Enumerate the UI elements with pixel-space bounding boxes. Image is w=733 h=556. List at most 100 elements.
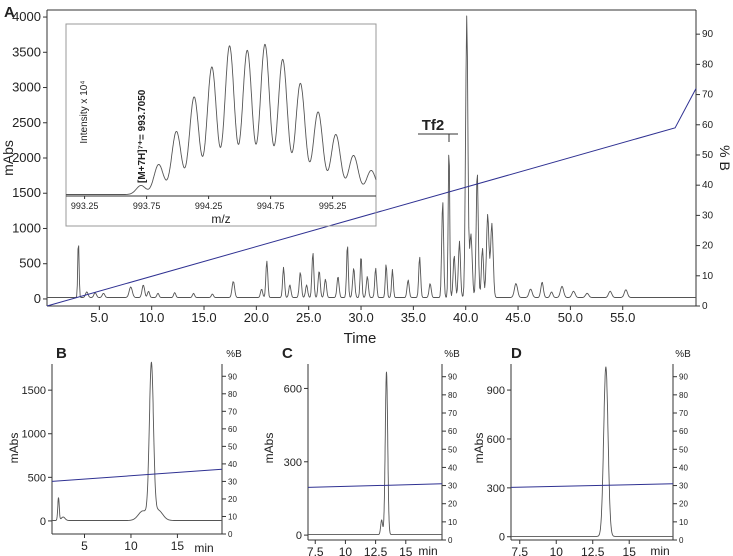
- tf2-annotation: Tf2: [418, 117, 458, 142]
- y-tick-label: 300: [487, 483, 505, 495]
- y-axis-ticks-b: 0 500 1000 1500: [22, 385, 52, 528]
- x-tick-label: 7.5: [307, 545, 324, 556]
- y2-tick-label: 80: [228, 390, 237, 399]
- y2-tick-label: 0: [702, 301, 708, 312]
- y2-tick-label: 0: [228, 530, 233, 539]
- y2-tick-label: 10: [679, 518, 688, 527]
- panel-label-d: D: [511, 345, 522, 362]
- axis-frame-c: [307, 364, 443, 541]
- x-tick-label: 40.0: [453, 310, 478, 325]
- y2-tick-label: 70: [228, 407, 237, 416]
- y2-tick-label: 0: [679, 536, 684, 545]
- x-tick-label: 10: [550, 545, 564, 556]
- panel-label-b: B: [56, 345, 67, 362]
- x-axis-ticks-d: 7.5 10 12.5 15: [511, 540, 636, 556]
- y2-tick-label: 50: [228, 442, 237, 451]
- inset-frame: [65, 23, 377, 227]
- chromatogram-panel-a: 0 500 1000 1500 2000 2500 3000 3500 4000 0 10 20 30…: [0, 9, 733, 347]
- inset-x-tick-label: 994.25: [195, 201, 223, 211]
- x-axis-label-c: min: [418, 544, 437, 556]
- chromatogram-trace-b: [51, 361, 223, 521]
- y-tick-label: 1000: [22, 429, 46, 441]
- inset-y-label: Intensity x 10⁴: [79, 80, 90, 143]
- inset-x-label: m/z: [211, 212, 230, 226]
- y2-tick-label: 90: [702, 29, 714, 40]
- y-tick-label: 4000: [12, 9, 41, 24]
- x-axis-label-b: min: [194, 541, 213, 555]
- y-axis-label-a: mAbs: [0, 140, 16, 176]
- x-tick-label: 15: [623, 545, 637, 556]
- y2-tick-label: 70: [679, 409, 688, 418]
- chromatogram-panel-b: 0 500 1000 1500 0 10 20 30 40 50 60 70 80 90 5 10 15 m…: [7, 349, 242, 555]
- y2-tick-label: 40: [228, 460, 237, 469]
- chromatogram-trace-a: [47, 15, 696, 298]
- inset-x-tick-label: 993.25: [71, 201, 99, 211]
- x-axis-ticks-a: 5.0 10.0 15.0 20.0 25.0 30.0 35.0 40.0 45.0 50.0 5…: [90, 306, 635, 325]
- x-tick-label: 15: [171, 539, 185, 553]
- y-axis-ticks-c: 0 300 600: [284, 383, 308, 542]
- y2-tick-label: 50: [702, 150, 714, 161]
- y2-tick-label: 60: [679, 427, 688, 436]
- x-tick-label: 5.0: [90, 310, 108, 325]
- y2-tick-label: 10: [702, 271, 714, 282]
- y2-tick-label: 30: [448, 482, 457, 491]
- y-tick-label: 0: [296, 530, 302, 542]
- x-axis-ticks-b: 5 10 15: [81, 534, 184, 553]
- x-tick-label: 35.0: [401, 310, 426, 325]
- y2-tick-label: 10: [448, 518, 457, 527]
- x-tick-label: 55.0: [610, 310, 635, 325]
- y2-tick-label: 80: [679, 391, 688, 400]
- inset-x-tick-label: 995.25: [319, 201, 347, 211]
- y-tick-label: 900: [487, 385, 505, 397]
- x-axis-label-a: Time: [344, 330, 377, 347]
- inset-x-tick-label: 994.75: [257, 201, 285, 211]
- y-tick-label: 3500: [12, 44, 41, 59]
- panel-label-c: C: [282, 345, 293, 362]
- y2-axis-ticks-d: 0 10 20 30 40 50 60 70 80 90: [673, 373, 688, 545]
- chromatogram-trace-c: [307, 371, 443, 536]
- gradient-line-c: [307, 483, 443, 488]
- y2-axis-ticks-b: 0 10 20 30 40 50 60 70 80 90: [222, 372, 237, 539]
- axis-frame-b: [51, 364, 223, 535]
- x-tick-label: 12.5: [581, 545, 605, 556]
- y2-axis-label-d: %B: [675, 349, 691, 360]
- y2-tick-label: 20: [228, 495, 237, 504]
- y2-tick-label: 70: [448, 409, 457, 418]
- y-tick-label: 0: [34, 291, 41, 306]
- y-axis-label-c: mAbs: [262, 433, 276, 464]
- y2-tick-label: 60: [228, 425, 237, 434]
- y2-axis-label-b: %B: [226, 349, 242, 360]
- y2-tick-label: 20: [679, 500, 688, 509]
- isotope-annotation: [M+7H]⁷⁺= 993.7050: [137, 89, 148, 183]
- y2-tick-label: 90: [679, 373, 688, 382]
- y2-tick-label: 20: [448, 500, 457, 509]
- peak-label-tf2: Tf2: [422, 117, 445, 134]
- y-axis-label-b: mAbs: [7, 433, 21, 464]
- chromatogram-panel-d: 0 300 600 900 0 10 20 30 40 50 60 70 80 90 7.5 10 12.5…: [472, 349, 691, 556]
- mass-spectrum-inset: 993.25 993.75 994.25 994.75 995.25 m/z Inten…: [65, 23, 377, 227]
- y-tick-label: 600: [487, 434, 505, 446]
- x-tick-label: 30.0: [348, 310, 373, 325]
- y2-tick-label: 30: [228, 477, 237, 486]
- y-tick-label: 1500: [22, 385, 46, 397]
- x-tick-label: 10.0: [139, 310, 164, 325]
- y-tick-label: 3000: [12, 80, 41, 95]
- y2-axis-ticks-c: 0 10 20 30 40 50 60 70 80 90: [442, 373, 457, 545]
- y2-axis-label-a: % B: [717, 145, 733, 171]
- gradient-line-a: [46, 88, 697, 307]
- chromatogram-trace-d: [510, 366, 674, 537]
- gradient-line-d: [510, 483, 674, 488]
- y2-tick-label: 60: [448, 427, 457, 436]
- y2-tick-label: 10: [228, 512, 237, 521]
- y2-tick-label: 30: [702, 210, 714, 221]
- x-tick-label: 10: [339, 545, 353, 556]
- y2-tick-label: 90: [448, 373, 457, 382]
- y2-tick-label: 30: [679, 482, 688, 491]
- y-axis-ticks-d: 0 300 600 900: [487, 385, 511, 544]
- y-tick-label: 0: [499, 532, 505, 544]
- y2-tick-label: 20: [702, 241, 714, 252]
- y-axis-ticks-a: 0 500 1000 1500 2000 2500 3000 3500 4000: [12, 9, 47, 306]
- y2-tick-label: 60: [702, 120, 714, 131]
